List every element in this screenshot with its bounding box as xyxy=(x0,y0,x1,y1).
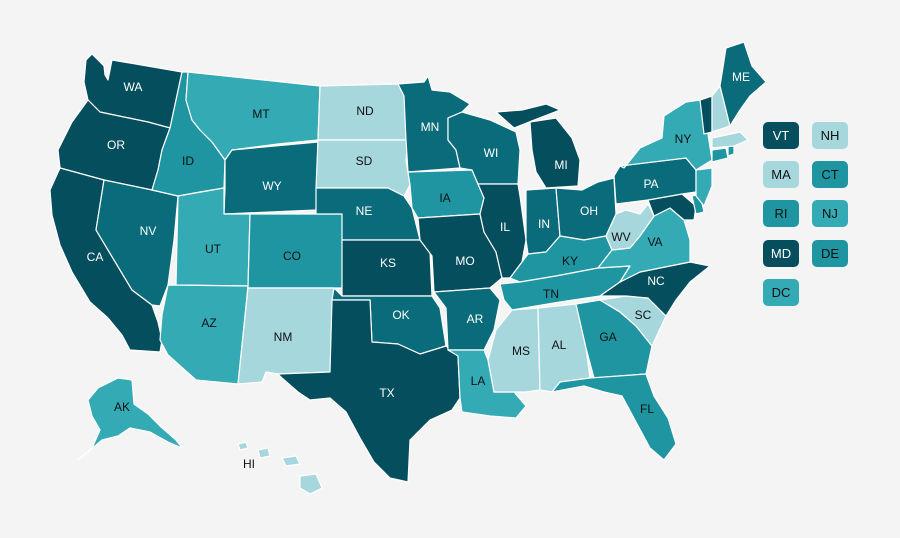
state-ME[interactable] xyxy=(719,41,767,127)
box-label-DC: DC xyxy=(771,285,791,300)
state-NM[interactable] xyxy=(237,287,335,385)
state-IA[interactable] xyxy=(407,169,485,219)
state-LA[interactable] xyxy=(447,349,527,419)
box-label-DE: DE xyxy=(820,246,840,261)
box-label-MA: MA xyxy=(771,167,791,182)
box-DC[interactable]: DC xyxy=(763,279,799,306)
state-TX[interactable] xyxy=(277,299,461,483)
label-HI: HI xyxy=(243,457,255,471)
box-NJ[interactable]: NJ xyxy=(812,200,848,227)
box-NH[interactable]: NH xyxy=(812,122,848,149)
state-NY[interactable] xyxy=(619,99,713,171)
box-label-RI: RI xyxy=(774,206,788,221)
box-RI[interactable]: RI xyxy=(763,200,799,227)
box-label-CT: CT xyxy=(821,167,839,182)
state-AK[interactable] xyxy=(77,377,183,461)
box-label-VT: VT xyxy=(772,128,790,143)
state-FL[interactable] xyxy=(551,373,677,461)
state-KS[interactable] xyxy=(341,239,433,297)
state-HI[interactable] xyxy=(237,441,323,495)
state-AZ[interactable] xyxy=(159,284,249,385)
state-WY[interactable] xyxy=(223,141,319,215)
state-NJ[interactable] xyxy=(695,167,713,207)
state-MD[interactable] xyxy=(647,193,697,221)
box-CT[interactable]: CT xyxy=(812,161,848,188)
state-ND[interactable] xyxy=(317,83,409,141)
state-WV[interactable] xyxy=(605,203,655,251)
box-label-NJ: NJ xyxy=(822,206,838,221)
state-MA[interactable] xyxy=(711,131,749,149)
box-MD[interactable]: MD xyxy=(763,240,799,267)
box-DE[interactable]: DE xyxy=(812,240,848,267)
state-CT[interactable] xyxy=(711,147,729,163)
state-CO[interactable] xyxy=(247,213,345,289)
box-label-MD: MD xyxy=(770,246,792,261)
box-VT[interactable]: VT xyxy=(763,122,799,149)
state-MI[interactable] xyxy=(495,103,581,189)
state-RI[interactable] xyxy=(727,145,735,157)
state-IL[interactable] xyxy=(477,183,527,279)
box-MA[interactable]: MA xyxy=(763,161,799,188)
box-label-NH: NH xyxy=(820,128,840,143)
